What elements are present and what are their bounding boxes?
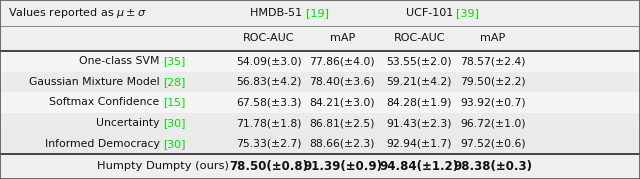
Text: 79.50(±2.2): 79.50(±2.2) — [460, 77, 525, 87]
Bar — [0, 129, 640, 154]
Text: [35]: [35] — [163, 56, 186, 66]
Text: Softmax Confidence: Softmax Confidence — [49, 98, 163, 107]
Text: 77.86(±4.0): 77.86(±4.0) — [310, 56, 375, 66]
Text: 54.09(±3.0): 54.09(±3.0) — [236, 56, 301, 66]
Text: 94.84(±1.2): 94.84(±1.2) — [380, 160, 459, 173]
Text: [30]: [30] — [163, 118, 186, 128]
Text: Values reported as $\mu \pm \sigma$: Values reported as $\mu \pm \sigma$ — [8, 6, 147, 20]
Text: 93.92(±0.7): 93.92(±0.7) — [460, 98, 525, 107]
Text: 84.21(±3.0): 84.21(±3.0) — [310, 98, 375, 107]
Text: 96.72(±1.0): 96.72(±1.0) — [460, 118, 525, 128]
Text: HMDB-51: HMDB-51 — [250, 8, 306, 18]
Text: 98.38(±0.3): 98.38(±0.3) — [453, 160, 532, 173]
Text: One-class SVM: One-class SVM — [79, 56, 163, 66]
Text: 91.39(±0.9): 91.39(±0.9) — [303, 160, 382, 173]
Text: 91.43(±2.3): 91.43(±2.3) — [387, 118, 452, 128]
Text: 84.28(±1.9): 84.28(±1.9) — [387, 98, 452, 107]
Text: 67.58(±3.3): 67.58(±3.3) — [236, 98, 301, 107]
Text: ROC-AUC: ROC-AUC — [243, 33, 294, 43]
Bar — [0, 51, 640, 72]
Text: 75.33(±2.7): 75.33(±2.7) — [236, 139, 301, 149]
Text: 78.50(±0.8): 78.50(±0.8) — [229, 160, 308, 173]
Text: [19]: [19] — [306, 8, 329, 18]
Text: mAP: mAP — [480, 33, 506, 43]
Text: 78.57(±2.4): 78.57(±2.4) — [460, 56, 525, 66]
Text: 59.21(±4.2): 59.21(±4.2) — [387, 77, 452, 87]
Text: 97.52(±0.6): 97.52(±0.6) — [460, 139, 525, 149]
Text: [15]: [15] — [163, 98, 186, 107]
Text: [30]: [30] — [163, 139, 186, 149]
Text: 53.55(±2.0): 53.55(±2.0) — [387, 56, 452, 66]
Bar — [0, 133, 640, 154]
Text: [39]: [39] — [456, 8, 479, 18]
Text: Uncertainty: Uncertainty — [96, 118, 163, 128]
Text: mAP: mAP — [330, 33, 355, 43]
Text: 88.66(±2.3): 88.66(±2.3) — [310, 139, 375, 149]
Text: Gaussian Mixture Model: Gaussian Mixture Model — [29, 77, 163, 87]
Text: [28]: [28] — [163, 77, 186, 87]
Text: Informed Democracy: Informed Democracy — [45, 139, 163, 149]
Text: UCF-101: UCF-101 — [406, 8, 456, 18]
Bar — [0, 92, 640, 113]
Bar — [0, 113, 640, 133]
Text: 78.40(±3.6): 78.40(±3.6) — [310, 77, 375, 87]
Text: Humpty Dumpty (ours): Humpty Dumpty (ours) — [97, 161, 229, 171]
Bar — [0, 72, 640, 92]
Text: 56.83(±4.2): 56.83(±4.2) — [236, 77, 301, 87]
Text: 92.94(±1.7): 92.94(±1.7) — [387, 139, 452, 149]
Text: 71.78(±1.8): 71.78(±1.8) — [236, 118, 301, 128]
Text: ROC-AUC: ROC-AUC — [394, 33, 445, 43]
Text: 86.81(±2.5): 86.81(±2.5) — [310, 118, 375, 128]
